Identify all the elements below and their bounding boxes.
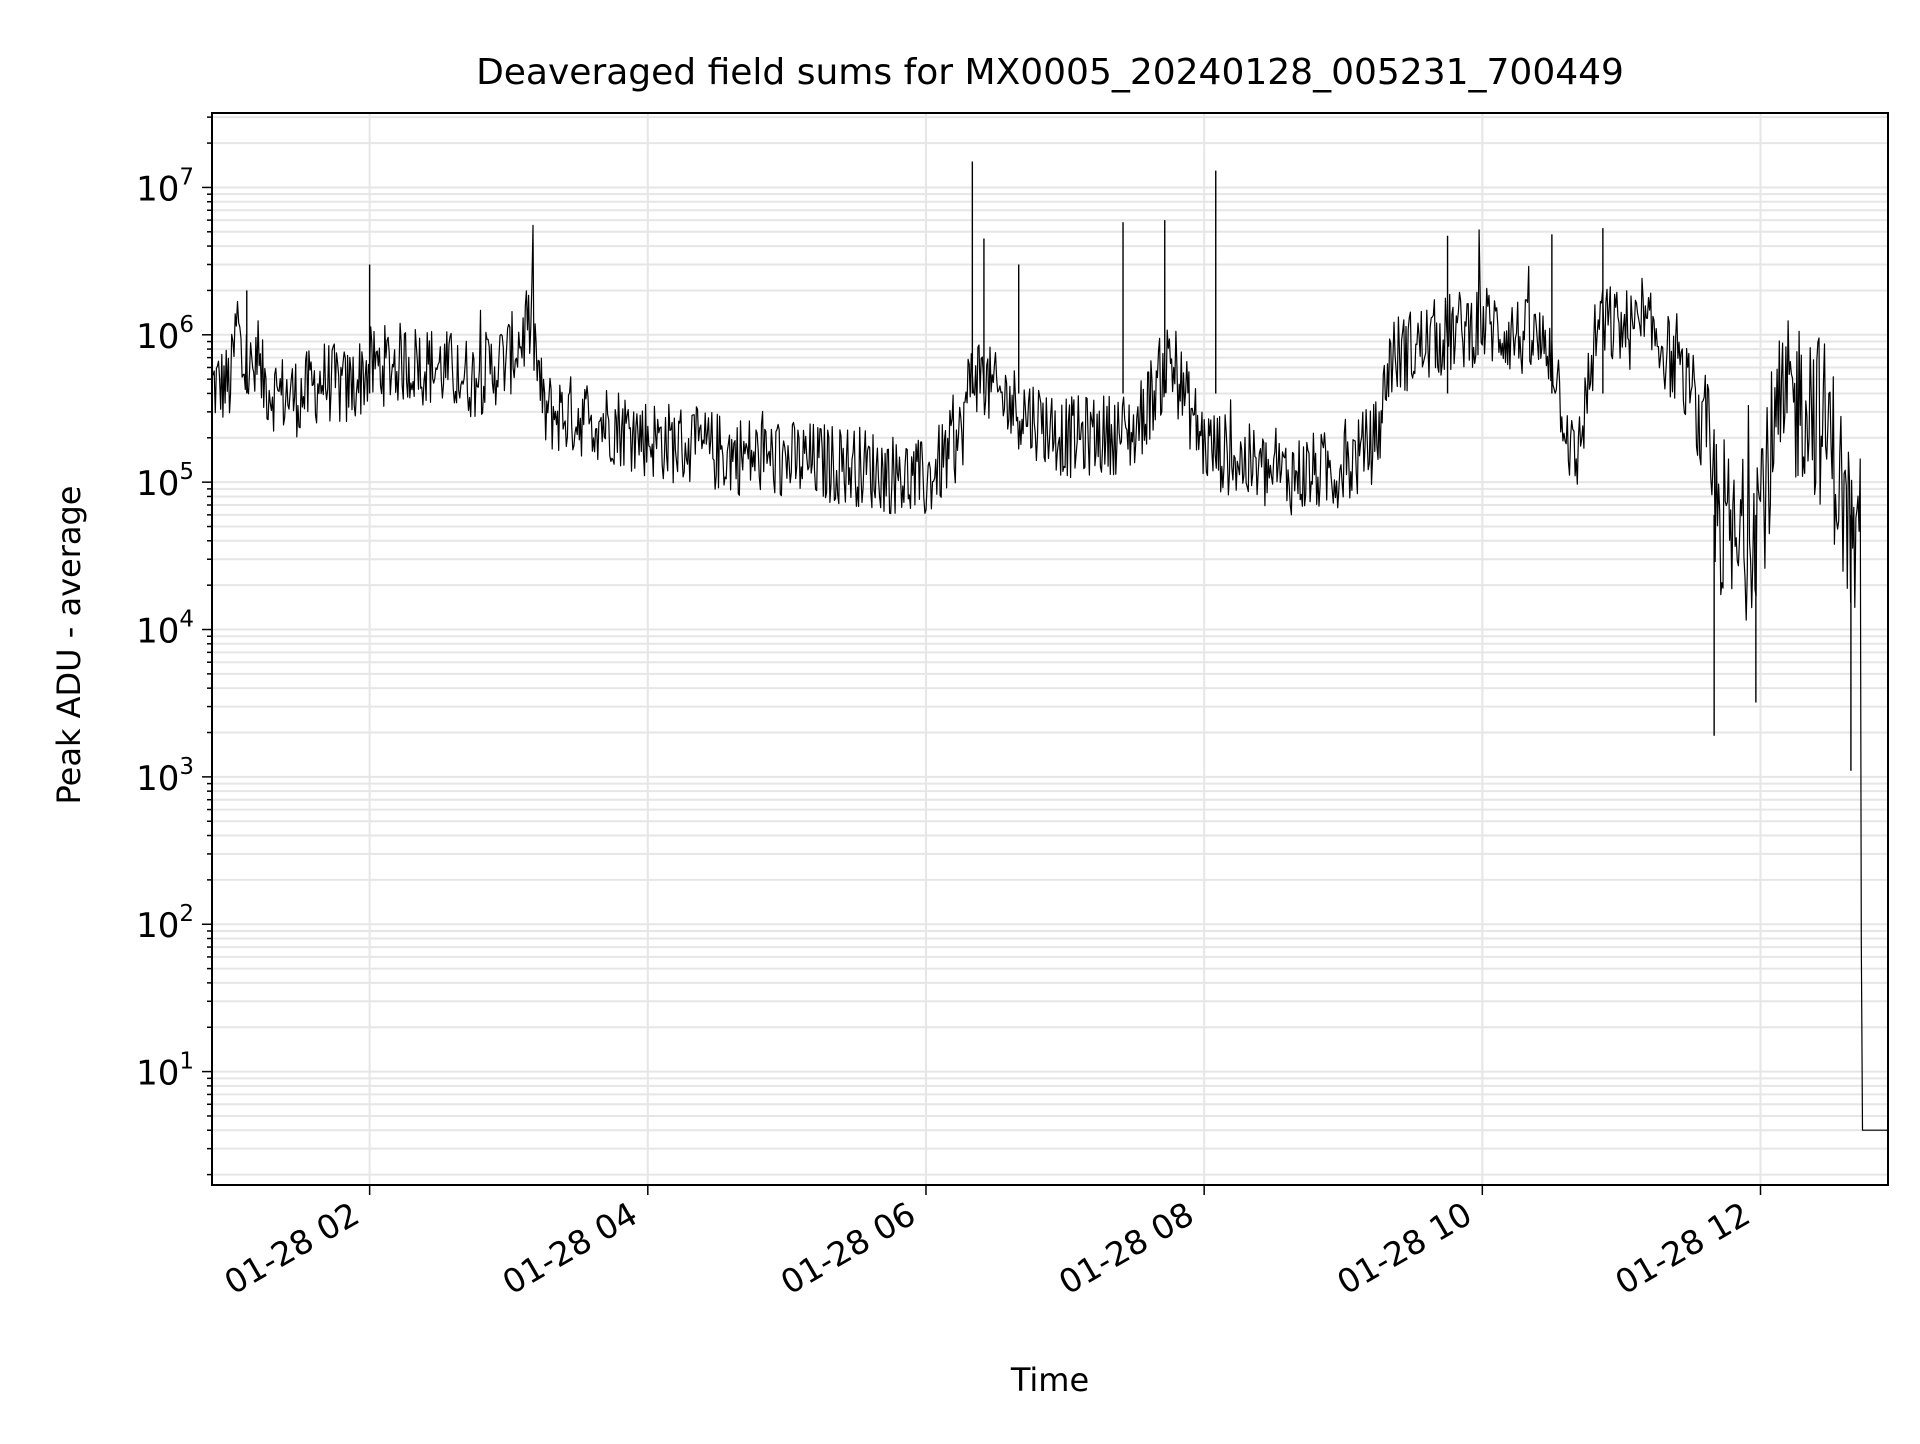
series-line — [211, 224, 1888, 1131]
y-tick-label: 104 — [136, 607, 194, 652]
y-tick-label-exponent: 6 — [179, 312, 194, 338]
y-tick-label-base: 10 — [136, 759, 179, 799]
y-tick-label-exponent: 7 — [179, 164, 194, 190]
y-tick-label: 105 — [136, 459, 194, 504]
y-tick-label: 102 — [136, 901, 194, 946]
grid — [212, 113, 1888, 1185]
y-tick-label-exponent: 1 — [179, 1049, 194, 1075]
y-axis-label: Peak ADU - average — [50, 486, 88, 805]
y-tick-label-exponent: 3 — [179, 754, 194, 780]
plot-frame — [211, 112, 1889, 1186]
y-tick-label-base: 10 — [136, 1054, 179, 1094]
y-tick-label: 103 — [136, 754, 194, 799]
y-tick-label: 107 — [136, 164, 194, 209]
y-tick-label-base: 10 — [136, 612, 179, 652]
plot-area — [211, 161, 1888, 1131]
y-tick-label-exponent: 4 — [179, 607, 194, 633]
y-tick-label-base: 10 — [136, 464, 179, 504]
y-tick-label-base: 10 — [136, 906, 179, 946]
y-tick-label-exponent: 2 — [179, 901, 194, 927]
y-tick-label-base: 10 — [136, 169, 179, 209]
y-tick-label-exponent: 5 — [179, 459, 194, 485]
y-tick-label-base: 10 — [136, 317, 179, 357]
y-tick-label: 101 — [136, 1049, 194, 1094]
x-axis-label: Time — [1010, 1361, 1089, 1399]
chart-title: Deaveraged field sums for MX0005_2024012… — [476, 52, 1624, 93]
y-tick-label: 106 — [136, 312, 194, 357]
